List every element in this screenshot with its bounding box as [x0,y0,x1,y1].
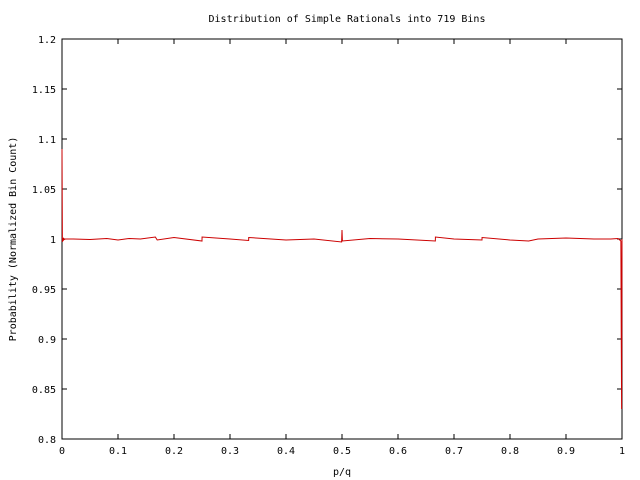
y-tick-label: 0.85 [32,385,56,396]
x-tick-label: 0 [59,446,65,457]
y-axis-label: Probability (Normalized Bin Count) [8,137,19,342]
x-tick-label: 0.9 [557,446,575,457]
x-tick-label: 0.8 [501,446,519,457]
x-tick-label: 0.5 [333,446,351,457]
y-tick-label: 1.15 [32,85,56,96]
y-tick-label: 1.1 [38,135,56,146]
x-tick-label: 0.6 [389,446,407,457]
x-tick-label: 0.3 [221,446,239,457]
y-tick-label: 1.2 [38,35,56,46]
series-line [61,148,623,410]
x-tick-label: 0.7 [445,446,463,457]
y-tick-label: 0.9 [38,335,56,346]
chart-title: Distribution of Simple Rationals into 71… [209,14,486,25]
x-tick-label: 1 [619,446,625,457]
x-tick-label: 0.1 [109,446,127,457]
x-axis-label: p/q [333,467,351,478]
x-tick-label: 0.2 [165,446,183,457]
y-tick-label: 0.8 [38,435,56,446]
y-tick-label: 1 [50,235,56,246]
x-tick-label: 0.4 [277,446,295,457]
y-tick-label: 0.95 [32,285,56,296]
y-tick-label: 1.05 [32,185,56,196]
x-axis: 0 0.1 0.2 0.3 0.4 0.5 0.6 0.7 0.8 0.9 1 [59,39,625,457]
